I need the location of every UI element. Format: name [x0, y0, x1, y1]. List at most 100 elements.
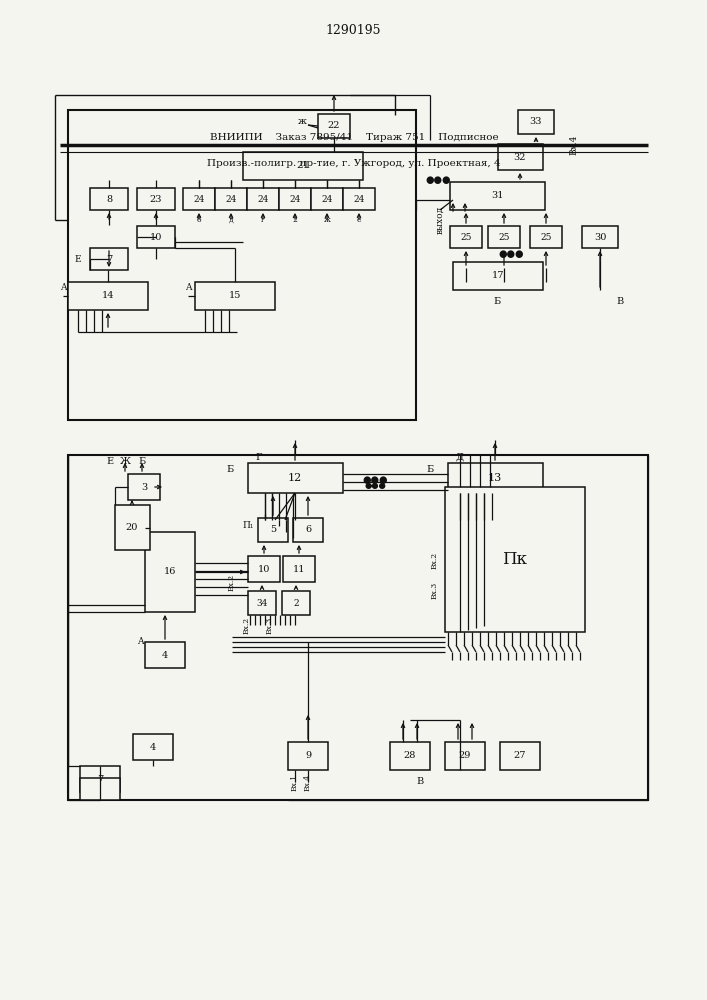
Text: 24: 24 — [193, 194, 205, 204]
Text: Вх.1: Вх.1 — [291, 773, 299, 791]
Text: 20: 20 — [126, 524, 138, 532]
Bar — [343, 188, 375, 210]
Text: 15: 15 — [229, 292, 241, 300]
Bar — [133, 734, 173, 760]
Bar — [68, 110, 416, 420]
Bar — [390, 742, 430, 770]
Text: Вх.2: Вх.2 — [431, 551, 439, 569]
Text: б: б — [197, 216, 201, 224]
Text: 2: 2 — [293, 216, 298, 224]
Text: Вх.3: Вх.3 — [431, 581, 439, 599]
Text: Пк: Пк — [503, 552, 527, 568]
Text: 14: 14 — [102, 292, 115, 300]
Bar — [288, 742, 328, 770]
Text: E: E — [75, 254, 81, 263]
Text: 24: 24 — [257, 194, 269, 204]
Text: Произв.-полигр. пр-тие, г. Ужгород, ул. Проектная, 4: Произв.-полигр. пр-тие, г. Ужгород, ул. … — [207, 158, 501, 167]
Bar — [498, 144, 543, 170]
Text: 16: 16 — [164, 568, 176, 576]
Text: 24: 24 — [226, 194, 237, 204]
Bar — [283, 556, 315, 582]
Bar — [247, 188, 279, 210]
Text: 5: 5 — [270, 526, 276, 534]
Bar — [311, 188, 343, 210]
Text: ●●●: ●●● — [362, 476, 387, 485]
Bar — [582, 226, 618, 248]
Bar — [80, 766, 120, 792]
Text: E: E — [107, 458, 114, 466]
Bar — [248, 591, 276, 615]
Text: П₁: П₁ — [243, 520, 254, 530]
Text: ●●●: ●●● — [364, 482, 386, 490]
Text: 23: 23 — [150, 194, 162, 204]
Text: 8: 8 — [106, 194, 112, 204]
Text: 34: 34 — [257, 598, 268, 607]
Text: 17: 17 — [492, 271, 504, 280]
Bar — [453, 262, 543, 290]
Bar — [137, 226, 175, 248]
Text: е: е — [357, 216, 361, 224]
Text: 21: 21 — [296, 161, 310, 170]
Bar — [243, 152, 363, 180]
Text: 31: 31 — [491, 192, 503, 200]
Text: Вх.2: Вх.2 — [243, 616, 251, 634]
Bar — [450, 182, 545, 210]
Text: В: В — [416, 778, 423, 786]
Bar — [518, 110, 554, 134]
Text: Вх.4: Вх.4 — [304, 773, 312, 791]
Text: 22: 22 — [328, 121, 340, 130]
Text: Ж: Ж — [119, 458, 131, 466]
Bar — [145, 642, 185, 668]
Text: 7: 7 — [106, 254, 112, 263]
Bar — [115, 505, 150, 550]
Bar — [448, 463, 543, 493]
Bar — [445, 487, 585, 632]
Bar — [293, 518, 323, 542]
Bar — [183, 188, 215, 210]
Text: 25: 25 — [460, 232, 472, 241]
Text: 4: 4 — [162, 650, 168, 660]
Text: Б: Б — [139, 458, 146, 466]
Text: Вх.2: Вх.2 — [228, 573, 236, 591]
Text: 33: 33 — [530, 117, 542, 126]
Bar — [195, 282, 275, 310]
Text: 9: 9 — [305, 752, 311, 760]
Bar — [279, 188, 311, 210]
Text: 10: 10 — [150, 232, 162, 241]
Bar — [530, 226, 562, 248]
Bar — [90, 188, 128, 210]
Text: 10: 10 — [258, 564, 270, 574]
Bar — [215, 188, 247, 210]
Bar — [258, 518, 288, 542]
Bar — [500, 742, 540, 770]
Text: ●●●: ●●● — [498, 250, 524, 259]
Text: 24: 24 — [289, 194, 300, 204]
Bar — [128, 474, 160, 500]
Text: ●●●: ●●● — [425, 176, 451, 184]
Bar — [445, 742, 485, 770]
Bar — [450, 226, 482, 248]
Text: В: В — [617, 298, 624, 306]
Bar — [68, 455, 648, 800]
Bar — [137, 188, 175, 210]
Text: 24: 24 — [354, 194, 365, 204]
Text: выход: выход — [436, 206, 445, 234]
Bar — [145, 532, 195, 612]
Text: 32: 32 — [514, 152, 526, 161]
Text: Б: Б — [426, 466, 433, 475]
Text: Д: Д — [456, 452, 464, 462]
Text: A: A — [60, 284, 66, 292]
Text: Вх.3: Вх.3 — [266, 616, 274, 634]
Text: д: д — [228, 216, 233, 224]
Text: ж: ж — [298, 117, 306, 126]
Text: 4: 4 — [150, 742, 156, 752]
Bar — [248, 556, 280, 582]
Text: 25: 25 — [498, 232, 510, 241]
Text: 30: 30 — [594, 232, 606, 241]
Text: 24: 24 — [321, 194, 333, 204]
Text: 11: 11 — [293, 564, 305, 574]
Text: 6: 6 — [305, 526, 311, 534]
Text: Г: Г — [256, 452, 262, 462]
Text: 25: 25 — [540, 232, 551, 241]
Text: Вх.4: Вх.4 — [570, 135, 578, 155]
